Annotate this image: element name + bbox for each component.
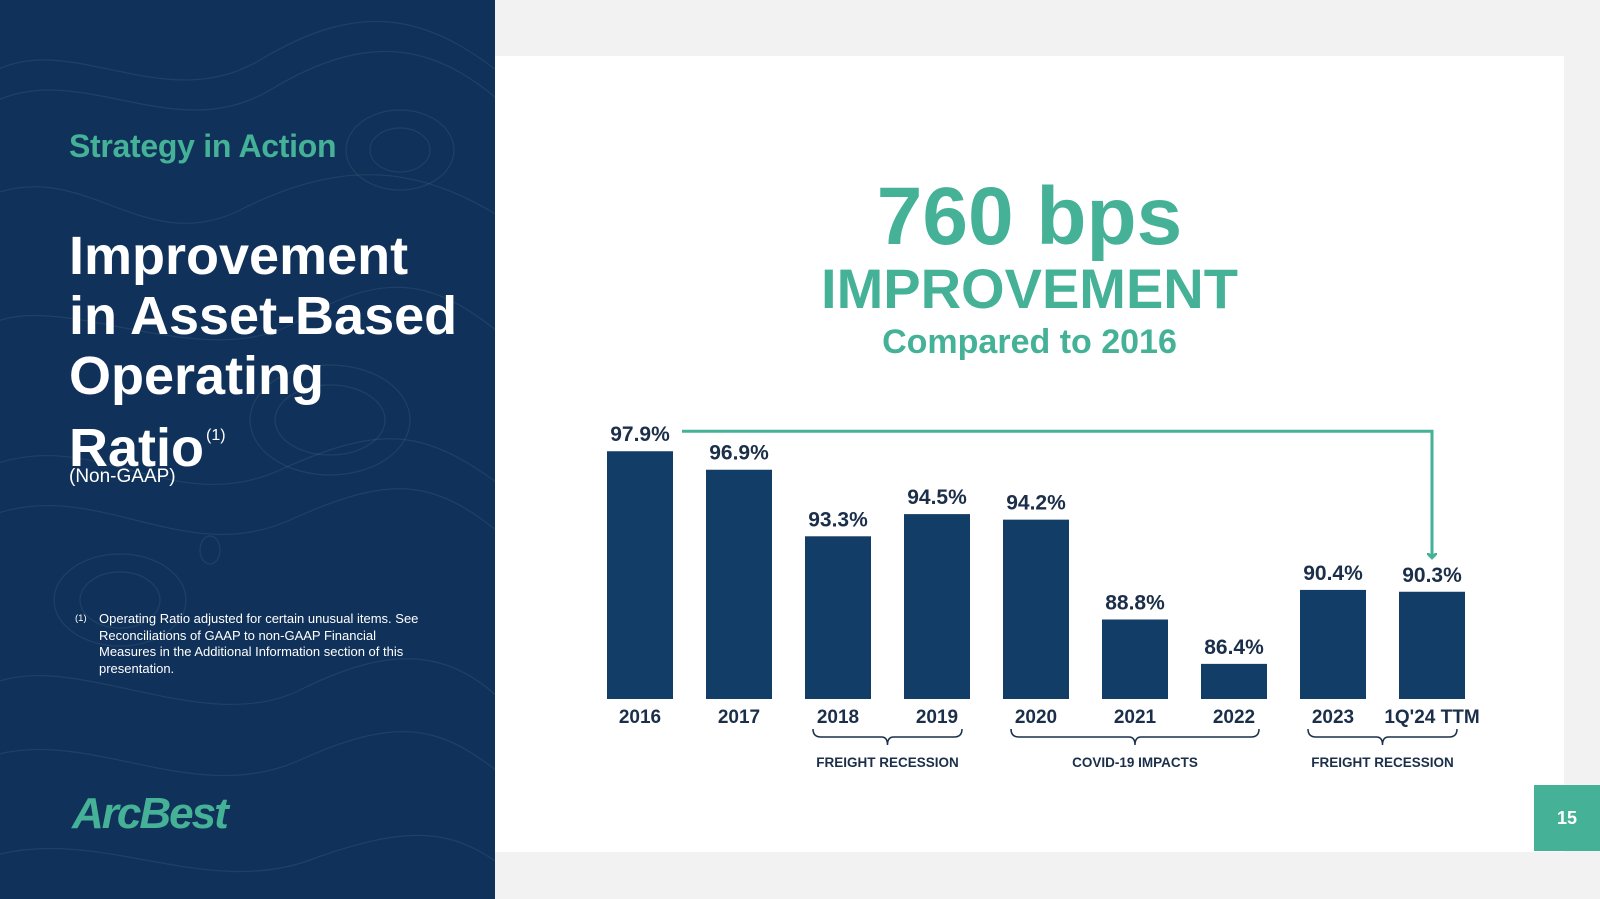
bar-2023 <box>1300 590 1366 699</box>
title-line-2: in Asset-Based <box>69 286 489 346</box>
page-subtitle: (Non-GAAP) <box>69 466 176 488</box>
category-label: 1Q'24 TTM <box>1384 707 1479 728</box>
category-label: 2019 <box>916 707 958 728</box>
value-label: 90.3% <box>1402 564 1462 587</box>
category-label: 2016 <box>619 707 661 728</box>
footnote: (1) Operating Ratio adjusted for certain… <box>75 611 435 677</box>
footnote-marker: (1) <box>75 611 87 628</box>
annotation-label: FREIGHT RECESSION <box>816 755 959 770</box>
section-eyebrow: Strategy in Action <box>69 128 336 165</box>
logo-text: ArcBest <box>71 790 231 836</box>
category-label: 2021 <box>1114 707 1157 728</box>
bar-2019 <box>904 514 970 699</box>
bar-2016 <box>607 451 673 699</box>
value-label: 94.2% <box>1006 492 1066 515</box>
annotation-brace <box>813 729 962 745</box>
title-line-3: Operating <box>69 346 489 406</box>
footnote-text: Operating Ratio adjusted for certain unu… <box>99 611 435 677</box>
title-footnote-ref: (1) <box>206 427 226 444</box>
annotation-label: COVID-19 IMPACTS <box>1072 755 1198 770</box>
value-label: 86.4% <box>1204 636 1264 659</box>
bar-2021 <box>1102 619 1168 699</box>
value-label: 90.4% <box>1303 562 1363 585</box>
value-label: 93.3% <box>808 508 868 531</box>
annotation-brace <box>1011 729 1259 745</box>
annotation-label: FREIGHT RECESSION <box>1311 755 1454 770</box>
bar-2017 <box>706 470 772 699</box>
bar-2022 <box>1201 664 1267 699</box>
value-label: 97.9% <box>610 423 670 446</box>
category-label: 2018 <box>817 707 859 728</box>
title-line-1: Improvement <box>69 226 489 286</box>
left-panel: Strategy in Action Improvement in Asset-… <box>0 0 495 899</box>
category-label: 2017 <box>718 707 760 728</box>
operating-ratio-chart: 97.9% 2016 96.9% 2017 93.3% 2018 94.5% 2019 94.2… <box>495 56 1564 816</box>
value-label: 96.9% <box>709 442 769 465</box>
category-label: 2023 <box>1312 707 1354 728</box>
bar-2020 <box>1003 520 1069 699</box>
bar-1Q'24 TTM <box>1399 592 1465 699</box>
arcbest-logo: ArcBest <box>66 790 266 836</box>
category-label: 2022 <box>1213 707 1255 728</box>
page-number: 15 <box>1534 785 1600 851</box>
bar-2018 <box>805 536 871 699</box>
value-label: 88.8% <box>1105 591 1165 614</box>
annotation-brace <box>1308 729 1457 745</box>
category-label: 2020 <box>1015 707 1057 728</box>
value-label: 94.5% <box>907 486 967 509</box>
page-title: Improvement in Asset-Based Operating Rat… <box>69 226 489 478</box>
